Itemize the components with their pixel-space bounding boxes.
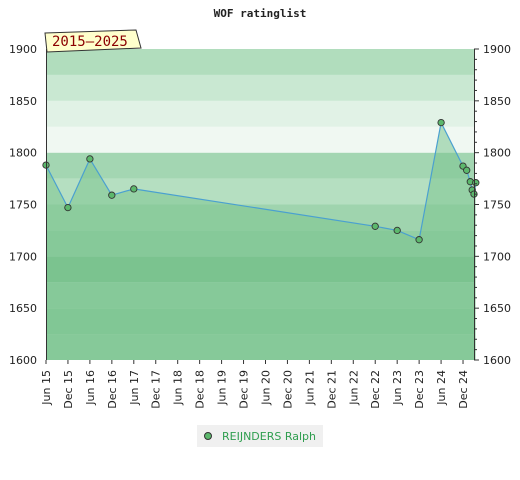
x-tick-label-7: Dec 18 xyxy=(194,370,207,409)
y-tick-left-1800: 1800 xyxy=(9,147,37,160)
data-point-7 xyxy=(415,236,423,244)
data-point-1 xyxy=(64,203,72,212)
x-tick-label-6: Jun 18 xyxy=(172,370,185,406)
band-1775 xyxy=(46,152,474,179)
y-tick-left-1650: 1650 xyxy=(9,302,37,315)
y-tick-left-1700: 1700 xyxy=(9,250,37,263)
x-tick-label-14: Jun 22 xyxy=(347,370,360,406)
y-tick-right-1650: 1650 xyxy=(483,302,511,315)
y-tick-left-1750: 1750 xyxy=(9,199,37,212)
x-tick-label-9: Dec 19 xyxy=(238,370,251,409)
x-tick-label-2: Jun 16 xyxy=(84,370,97,406)
data-point-3 xyxy=(108,191,116,199)
y-tick-left-1600: 1600 xyxy=(9,354,37,367)
x-tick-label-3: Dec 16 xyxy=(106,370,119,409)
x-tick-label-1: Dec 15 xyxy=(62,370,75,409)
legend-marker xyxy=(204,432,212,440)
series-markers xyxy=(42,118,480,244)
x-tick-label-11: Dec 20 xyxy=(281,370,294,409)
legend[interactable]: REIJNDERS Ralph xyxy=(197,425,323,447)
data-point-14 xyxy=(472,179,480,187)
legend-box xyxy=(197,425,323,447)
data-point-8 xyxy=(437,118,445,127)
legend-label: REIJNDERS Ralph xyxy=(222,430,316,443)
x-tick-label-12: Jun 21 xyxy=(303,370,316,406)
y-tick-right-1800: 1800 xyxy=(483,147,511,160)
x-tick-label-4: Jun 17 xyxy=(128,370,141,406)
y-tick-left-1850: 1850 xyxy=(9,95,37,108)
series-area xyxy=(46,122,476,360)
y-tick-left-1900: 1900 xyxy=(9,43,37,56)
data-point-2 xyxy=(86,155,94,163)
year-range-label: 2015—2025 xyxy=(52,34,128,50)
x-tick-label-15: Dec 22 xyxy=(369,370,382,409)
x-tick-label-16: Jun 23 xyxy=(391,370,404,406)
y-tick-right-1850: 1850 xyxy=(483,95,511,108)
chart-title: WOF ratinglist xyxy=(214,7,307,20)
x-tick-label-18: Jun 24 xyxy=(435,370,448,406)
y-axis-right-ticks: 1600 1650 1700 1750 1800 1850 1900 xyxy=(474,43,511,367)
x-tick-label-10: Jun 20 xyxy=(260,370,273,406)
x-tick-label-17: Dec 23 xyxy=(413,370,426,409)
band-1875 xyxy=(46,49,474,75)
data-point-4 xyxy=(130,185,138,193)
x-axis-ticks: Jun 15 Dec 15 Jun 16 Dec 16 Jun 17 Dec 17 Jun … xyxy=(40,360,470,409)
data-point-5 xyxy=(371,222,379,230)
data-point-10 xyxy=(463,166,471,174)
band-1850 xyxy=(46,74,474,101)
x-tick-label-13: Dec 21 xyxy=(325,370,338,409)
area-fill xyxy=(46,122,476,360)
y-tick-right-1750: 1750 xyxy=(483,199,511,212)
year-range-badge: 2015—2025 xyxy=(44,29,142,53)
y-axis-left-ticks: 1600 1650 1700 1750 1800 1850 1900 xyxy=(9,43,37,367)
y-tick-right-1900: 1900 xyxy=(483,43,511,56)
y-tick-right-1600: 1600 xyxy=(483,354,511,367)
y-tick-right-1700: 1700 xyxy=(483,250,511,263)
x-tick-label-5: Dec 17 xyxy=(150,370,163,409)
band-1825 xyxy=(46,100,474,127)
x-tick-label-19: Dec 24 xyxy=(457,370,470,409)
x-tick-label-0: Jun 15 xyxy=(40,370,53,406)
band-1800 xyxy=(46,126,474,153)
x-tick-label-8: Jun 19 xyxy=(216,370,229,406)
data-point-6 xyxy=(393,226,401,235)
